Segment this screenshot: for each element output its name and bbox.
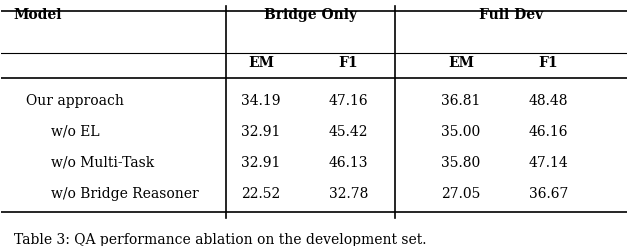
Text: 36.81: 36.81 [441, 94, 480, 108]
Text: 46.16: 46.16 [529, 125, 568, 139]
Text: 47.14: 47.14 [529, 156, 568, 170]
Text: w/o EL: w/o EL [51, 125, 100, 139]
Text: 36.67: 36.67 [529, 187, 568, 201]
Text: 27.05: 27.05 [441, 187, 480, 201]
Text: 32.78: 32.78 [328, 187, 368, 201]
Text: Model: Model [14, 8, 62, 22]
Text: 48.48: 48.48 [529, 94, 568, 108]
Text: 34.19: 34.19 [241, 94, 281, 108]
Text: Full Dev: Full Dev [479, 8, 543, 22]
Text: 46.13: 46.13 [328, 156, 368, 170]
Text: 45.42: 45.42 [328, 125, 368, 139]
Text: EM: EM [448, 56, 474, 70]
Text: 35.00: 35.00 [441, 125, 480, 139]
Text: 32.91: 32.91 [241, 125, 281, 139]
Text: 32.91: 32.91 [241, 156, 281, 170]
Text: EM: EM [248, 56, 274, 70]
Text: Our approach: Our approach [26, 94, 124, 108]
Text: w/o Bridge Reasoner: w/o Bridge Reasoner [51, 187, 199, 201]
Text: 22.52: 22.52 [241, 187, 281, 201]
Text: 47.16: 47.16 [328, 94, 368, 108]
Text: w/o Multi-Task: w/o Multi-Task [51, 156, 154, 170]
Text: Bridge Only: Bridge Only [264, 8, 357, 22]
Text: 35.80: 35.80 [441, 156, 480, 170]
Text: F1: F1 [338, 56, 358, 70]
Text: Table 3: QA performance ablation on the development set.: Table 3: QA performance ablation on the … [14, 233, 426, 246]
Text: F1: F1 [539, 56, 558, 70]
